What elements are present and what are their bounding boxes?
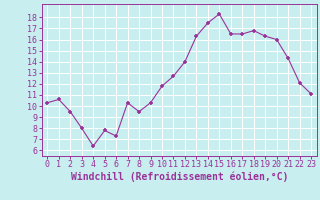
X-axis label: Windchill (Refroidissement éolien,°C): Windchill (Refroidissement éolien,°C)	[70, 172, 288, 182]
